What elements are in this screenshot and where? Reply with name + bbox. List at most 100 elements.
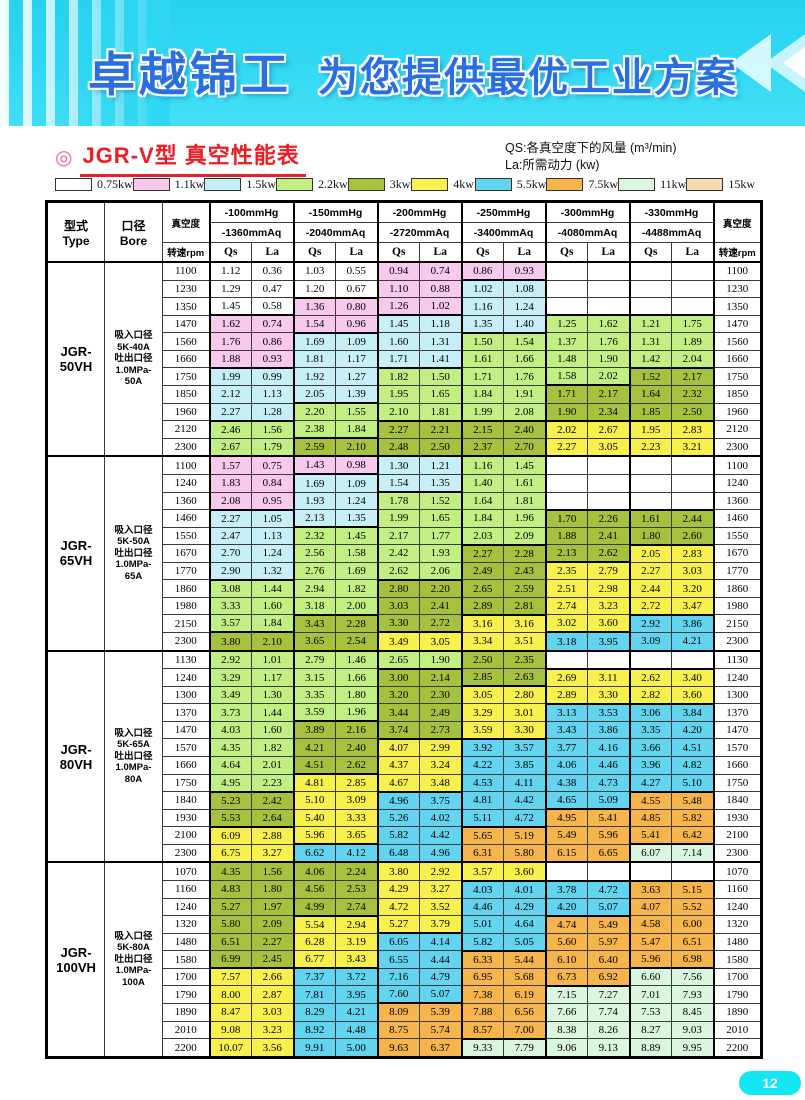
qs-cell: 1.40 xyxy=(461,473,504,493)
qs-cell: 4.46 xyxy=(461,897,504,917)
la-cell: 1.80 xyxy=(335,685,379,705)
la-cell: 1.05 xyxy=(251,509,295,528)
rpm-cell: 1100 xyxy=(162,455,211,475)
la-cell: 0.98 xyxy=(335,455,379,476)
qs-cell: 4.20 xyxy=(545,897,588,917)
la-cell: 1.60 xyxy=(251,596,295,616)
header-mmaq: -3400mmAq xyxy=(461,222,547,243)
rpm-cell: 1570 xyxy=(162,738,211,758)
la-cell: 2.74 xyxy=(335,897,379,917)
qs-cell: 3.05 xyxy=(461,685,504,705)
qs-cell: 1.16 xyxy=(461,455,504,475)
la-cell: 2.20 xyxy=(419,579,463,598)
la-cell: 5.68 xyxy=(503,967,547,987)
la-cell: 1.46 xyxy=(335,649,379,670)
rpm-cell: 1670 xyxy=(713,544,762,563)
qs-cell: 5.82 xyxy=(461,932,504,952)
rpm-cell: 1470 xyxy=(162,720,211,740)
legend-item: 3kw xyxy=(347,177,412,192)
header-bore: 口径 Bore xyxy=(104,201,163,263)
qs-cell: 2.15 xyxy=(461,420,504,439)
qs-cell: 6.15 xyxy=(545,843,588,863)
la-cell: 2.60 xyxy=(671,526,715,546)
la-cell: 0.58 xyxy=(251,297,295,317)
la-cell: 4.01 xyxy=(503,880,547,899)
qs-cell: 2.35 xyxy=(545,561,588,581)
la-cell: 3.84 xyxy=(671,703,715,722)
qs-cell: 3.43 xyxy=(293,614,336,633)
qs-cell: 4.96 xyxy=(377,791,420,810)
unit-notes: QS:各真空度下的风量 (m³/min) La:所需动力 (kw) xyxy=(505,140,677,174)
qs-cell xyxy=(629,455,672,475)
qs-cell: 1.71 xyxy=(377,349,420,369)
la-cell: 3.60 xyxy=(503,861,547,882)
la-cell: 2.35 xyxy=(503,649,547,670)
la-cell: 1.55 xyxy=(335,402,379,422)
la-cell: 6.37 xyxy=(419,1038,463,1058)
qs-cell: 5.27 xyxy=(209,897,252,917)
qs-cell: 5.40 xyxy=(293,808,336,828)
rpm-cell: 1300 xyxy=(162,685,211,705)
la-cell: 1.97 xyxy=(251,897,295,917)
la-note: La:所需动力 (kw) xyxy=(505,158,600,172)
rpm-cell: 2120 xyxy=(162,420,211,439)
qs-cell: 4.99 xyxy=(293,897,336,917)
qs-cell: 2.92 xyxy=(209,649,252,670)
qs-cell: 1.45 xyxy=(209,297,252,317)
rpm-cell: 1100 xyxy=(162,260,211,281)
la-cell: 3.86 xyxy=(671,614,715,633)
rpm-cell: 2010 xyxy=(713,1020,762,1040)
ring-icon: ◎ xyxy=(55,147,73,169)
qs-cell: 8.00 xyxy=(209,985,252,1004)
rpm-cell: 1240 xyxy=(162,473,211,493)
banner-slogan-primary: 卓越锦工 xyxy=(88,48,292,101)
qs-cell: 2.03 xyxy=(461,526,504,546)
qs-cell: 4.03 xyxy=(209,720,252,740)
la-cell: 2.50 xyxy=(419,437,463,457)
la-cell: 6.42 xyxy=(671,826,715,846)
qs-cell: 3.96 xyxy=(629,756,672,775)
la-cell: 7.74 xyxy=(587,1002,631,1022)
la-cell: 2.17 xyxy=(671,367,715,386)
la-cell: 2.80 xyxy=(503,685,547,705)
legend-item: 1.1kw xyxy=(132,177,204,192)
la-cell: 1.62 xyxy=(587,314,631,334)
la-cell: 5.39 xyxy=(419,1002,463,1022)
header-la: La xyxy=(503,242,547,263)
qs-cell: 4.07 xyxy=(377,738,420,758)
rpm-cell: 1750 xyxy=(162,773,211,793)
la-cell: 3.03 xyxy=(671,561,715,581)
la-cell xyxy=(587,473,631,493)
qs-cell: 2.89 xyxy=(461,596,504,616)
la-cell: 6.56 xyxy=(503,1002,547,1022)
qs-cell: 6.10 xyxy=(545,950,588,969)
rpm-cell: 1850 xyxy=(162,384,211,404)
la-cell: 9.03 xyxy=(671,1020,715,1040)
qs-cell: 3.33 xyxy=(209,596,252,616)
qs-cell: 1.29 xyxy=(209,279,252,299)
qs-cell: 6.31 xyxy=(461,843,504,863)
rpm-cell: 1460 xyxy=(713,509,762,528)
legend-label: 3kw xyxy=(389,177,411,191)
la-cell: 5.44 xyxy=(503,950,547,969)
qs-cell: 1.58 xyxy=(545,367,588,387)
rpm-cell: 1370 xyxy=(713,703,762,722)
qs-cell: 2.38 xyxy=(293,420,336,440)
qs-cell: 6.73 xyxy=(545,967,588,987)
rpm-cell: 1070 xyxy=(162,861,211,882)
qs-cell: 6.33 xyxy=(461,950,504,969)
rpm-cell: 2300 xyxy=(162,843,211,863)
la-cell: 1.60 xyxy=(251,720,295,740)
qs-cell: 6.05 xyxy=(377,932,420,952)
qs-cell: 4.81 xyxy=(461,791,504,810)
qs-cell: 4.06 xyxy=(545,756,588,775)
qs-cell: 3.59 xyxy=(293,703,336,723)
la-cell: 0.86 xyxy=(251,332,295,351)
qs-cell xyxy=(545,473,588,493)
la-cell xyxy=(587,491,631,511)
rpm-cell: 1980 xyxy=(713,596,762,616)
la-cell xyxy=(587,861,631,882)
la-cell: 1.56 xyxy=(251,861,295,882)
la-cell: 4.42 xyxy=(503,791,547,810)
qs-cell: 9.33 xyxy=(461,1038,504,1058)
